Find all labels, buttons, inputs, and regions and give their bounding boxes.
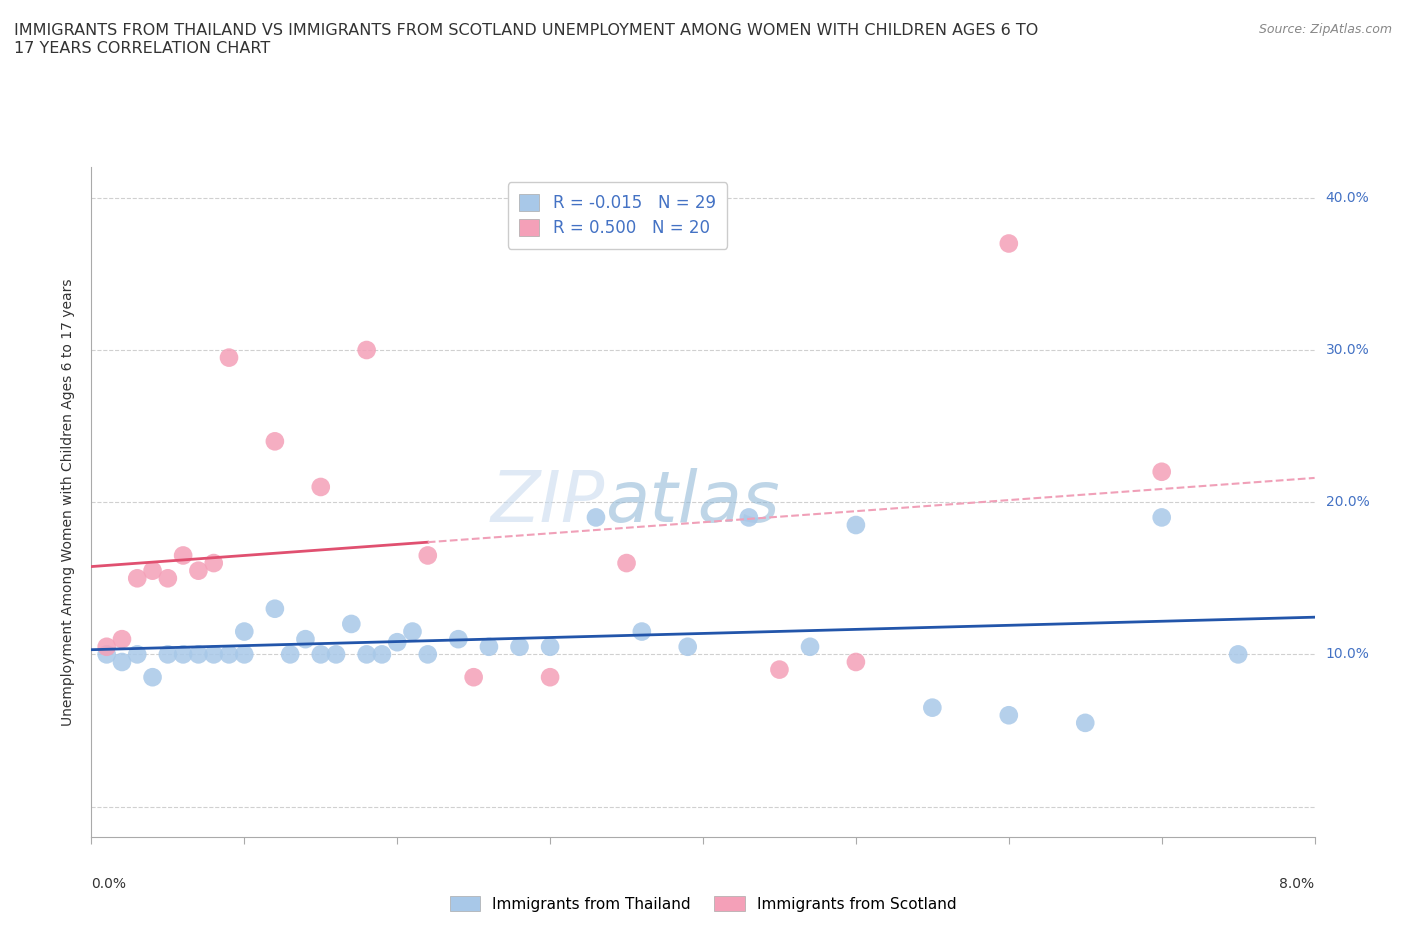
Legend: R = -0.015   N = 29, R = 0.500   N = 20: R = -0.015 N = 29, R = 0.500 N = 20 [508,182,727,248]
Point [156,647,179,662]
Point [294,631,316,646]
Point [799,639,821,654]
Point [127,571,149,586]
Point [233,624,256,639]
Point [309,480,332,495]
Point [768,662,790,677]
Point [1150,510,1173,525]
Point [156,571,179,586]
Text: ZIP: ZIP [491,468,605,537]
Point [845,655,868,670]
Point [340,617,363,631]
Point [264,602,287,617]
Text: IMMIGRANTS FROM THAILAND VS IMMIGRANTS FROM SCOTLAND UNEMPLOYMENT AMONG WOMEN WI: IMMIGRANTS FROM THAILAND VS IMMIGRANTS F… [14,23,1038,56]
Text: atlas: atlas [605,468,780,537]
Point [111,655,134,670]
Point [325,647,347,662]
Point [233,647,256,662]
Text: 30.0%: 30.0% [1326,343,1369,357]
Point [1227,647,1250,662]
Point [218,351,240,365]
Point [187,564,209,578]
Point [478,639,501,654]
Point [385,635,409,650]
Point [416,548,439,563]
Point [447,631,470,646]
Point [538,639,561,654]
Point [96,639,118,654]
Point [921,700,943,715]
Text: 10.0%: 10.0% [1326,647,1369,661]
Point [356,342,378,357]
Point [371,647,394,662]
Point [187,647,209,662]
Point [218,647,240,662]
Text: Source: ZipAtlas.com: Source: ZipAtlas.com [1258,23,1392,36]
Text: 40.0%: 40.0% [1326,191,1369,205]
Point [1150,464,1173,479]
Point [998,236,1021,251]
Point [416,647,439,662]
Point [998,708,1021,723]
Point [630,624,652,639]
Point [202,555,225,570]
Text: 20.0%: 20.0% [1326,495,1369,510]
Point [141,564,163,578]
Text: 8.0%: 8.0% [1279,877,1315,891]
Point [278,647,301,662]
Point [1074,715,1097,730]
Point [356,647,378,662]
Point [172,548,194,563]
Point [845,518,868,533]
Point [264,434,287,449]
Point [509,639,531,654]
Point [202,647,225,662]
Text: 0.0%: 0.0% [91,877,127,891]
Point [401,624,423,639]
Point [738,510,761,525]
Y-axis label: Unemployment Among Women with Children Ages 6 to 17 years: Unemployment Among Women with Children A… [62,278,76,726]
Point [96,647,118,662]
Point [538,670,561,684]
Point [616,555,638,570]
Point [141,670,163,684]
Point [111,631,134,646]
Point [463,670,485,684]
Point [127,647,149,662]
Legend: Immigrants from Thailand, Immigrants from Scotland: Immigrants from Thailand, Immigrants fro… [443,889,963,918]
Point [309,647,332,662]
Point [172,647,194,662]
Point [585,510,607,525]
Point [676,639,699,654]
